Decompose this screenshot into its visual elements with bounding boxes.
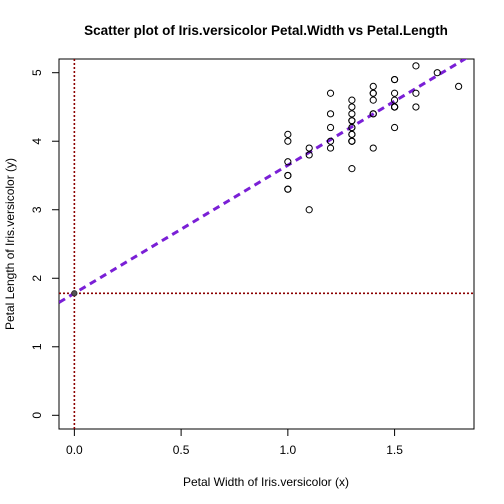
data-point: [284, 185, 292, 193]
x-tick-label: 1.0: [280, 443, 297, 457]
x-tick-label: 0.5: [173, 443, 190, 457]
data-point: [390, 96, 399, 104]
data-point: [412, 62, 420, 70]
data-point: [348, 103, 356, 111]
x-axis: 0.0 0.5 1.0 1.5: [66, 429, 403, 457]
plot-frame: [58, 58, 475, 430]
y-tick-label: 2: [30, 275, 44, 282]
y-tick-label: 4: [30, 138, 44, 145]
data-point: [369, 89, 377, 97]
data-point: [326, 137, 335, 145]
y-tick-label: 3: [30, 206, 44, 213]
data-point: [284, 158, 292, 166]
data-point: [326, 110, 335, 118]
data-point: [455, 82, 463, 91]
data-point: [348, 165, 356, 173]
y-axis-title: Petal Length of Iris.versicolor (y): [3, 158, 17, 330]
data-point: [390, 123, 399, 132]
data-point: [305, 151, 313, 159]
data-point: [369, 96, 377, 104]
data-point: [305, 144, 313, 152]
data-point: [284, 130, 292, 138]
x-axis-title: Petal Width of Iris.versicolor (x): [183, 475, 349, 489]
data-point: [369, 110, 377, 118]
x-tick-label: 1.5: [386, 443, 403, 457]
data-point: [369, 82, 377, 91]
y-axis: 0 1 2 3 4 5: [30, 69, 59, 419]
data-point: [348, 123, 356, 132]
plot-area: [59, 59, 474, 429]
x-tick-label: 0.0: [66, 443, 83, 457]
data-point: [390, 103, 399, 111]
data-point: [326, 123, 335, 132]
data-point: [433, 69, 441, 77]
data-point: [348, 110, 356, 118]
data-point: [348, 117, 356, 125]
intercept-point: [71, 290, 78, 297]
data-point: [412, 103, 420, 111]
data-point: [369, 144, 377, 152]
regression-line: [59, 59, 468, 304]
data-point: [412, 89, 420, 97]
data-point: [348, 130, 356, 138]
data-point: [284, 137, 292, 145]
data-point: [348, 137, 356, 145]
data-point: [284, 171, 292, 180]
data-point: [390, 75, 399, 84]
y-tick-label: 0: [30, 412, 44, 419]
data-point: [348, 96, 356, 104]
data-point: [390, 89, 399, 97]
y-tick-label: 1: [30, 343, 44, 350]
data-point: [326, 144, 335, 152]
y-tick-label: 5: [30, 69, 44, 76]
data-point: [326, 89, 335, 97]
data-point: [305, 206, 313, 214]
chart-title: Scatter plot of Iris.versicolor Petal.Wi…: [84, 23, 448, 38]
